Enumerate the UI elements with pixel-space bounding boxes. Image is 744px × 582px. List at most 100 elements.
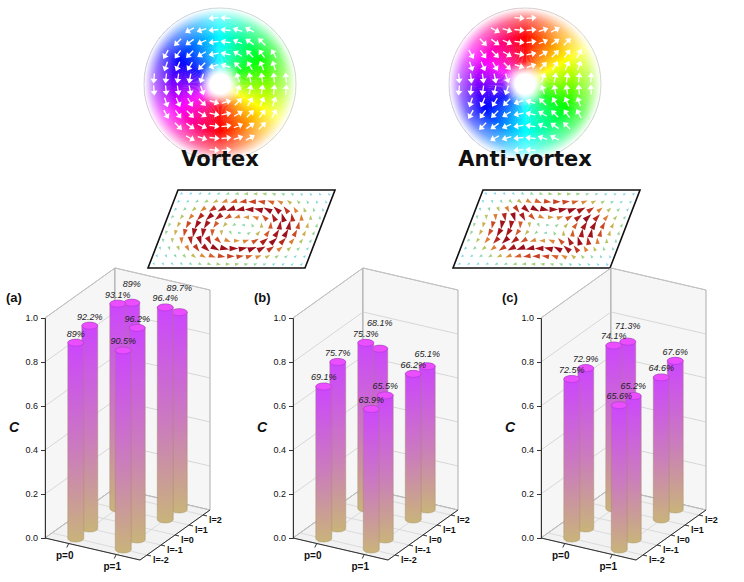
field-cone [519,212,525,221]
y-tick [203,515,207,516]
spin-arrow [175,39,181,45]
bar-body [564,376,580,542]
spin-arrow [515,100,524,104]
field-cone [165,231,168,235]
bar [330,358,346,532]
chart-panel: p=0p=1l=-2l=-1l=0l=1l=20.00.20.40.60.81.… [502,268,718,572]
spin-arrow [503,28,512,32]
field-cone [174,230,178,236]
bar [667,357,683,513]
field-cone [522,262,527,265]
field-cone [515,229,521,236]
field-cone [606,208,611,213]
vortex-disk [449,8,601,160]
field-cone [629,201,632,204]
field-cone [544,199,552,204]
y-tick [657,545,661,546]
z-axis: 0.00.20.40.60.81.0 [25,313,45,543]
field-cone [476,238,480,243]
spin-arrow [515,112,524,116]
field-cone [289,238,295,244]
field-cone [260,222,264,227]
spin-arrow [164,74,168,83]
field-cone [189,192,192,195]
spin-arrow [564,110,569,117]
bar-top [157,304,173,311]
y-tick [451,515,455,516]
x-tick-label: p=1 [103,561,121,572]
field-cone [525,230,530,235]
field-cone [272,263,276,266]
field-cone [268,222,273,229]
z-axis-domain [41,319,46,539]
spin-arrow [504,86,508,95]
field-cone [562,230,566,235]
data-label: 92.2% [77,312,103,322]
field-cone [479,208,482,211]
grid-line [541,268,706,318]
field-cone [295,221,300,229]
bar-body [419,363,435,513]
field-cone [183,207,187,211]
field-cone [535,246,544,252]
field-cone [272,214,278,223]
field-cone [316,200,319,203]
y-tick-label: l=0 [429,535,442,545]
spin-arrow [515,28,524,32]
spin-arrow [163,62,167,71]
spin-arrow [540,86,544,95]
field-cone [209,205,217,211]
field-cone [548,239,555,243]
spin-arrow [589,74,593,83]
field-cone [284,206,291,214]
field-cone [531,262,536,265]
field-cone [470,254,473,257]
spin-arrow [152,74,156,83]
bar-body [578,365,594,532]
field-cone [299,239,303,244]
field-cone [229,230,232,234]
z-tick-mark [289,318,293,319]
field-cone [174,207,177,210]
z-tick-label: 0.4 [521,445,534,455]
field-cone [216,192,220,195]
field-cone [234,239,240,243]
field-cone [521,205,529,213]
z-axis: 0.00.20.40.60.81.0 [273,313,293,543]
bar [316,383,332,542]
x-tick [114,555,116,559]
field-cone [623,216,626,220]
field-cone [221,199,228,203]
field-cone [484,237,490,243]
spin-arrow [235,74,239,83]
field-cone [155,254,157,257]
data-label: 74.1% [601,331,627,341]
spin-arrow [493,62,498,70]
field-cone [539,192,543,195]
spin-arrow [480,50,485,57]
field-cone [485,262,489,265]
bar [611,402,627,553]
z-tick: 0.0 [521,533,541,543]
z-tick: 1.0 [25,313,45,323]
spin-arrow [234,51,242,56]
y-tick [643,555,647,556]
field-cone [197,213,205,221]
y-tick [147,555,151,556]
field-cone [291,263,294,266]
z-tick: 1.0 [273,313,293,323]
z-axis: 0.00.20.40.60.81.0 [521,313,541,543]
field-cone [604,193,608,196]
spin-arrow [260,98,264,106]
z-tick: 0.0 [25,533,45,543]
field-cone [255,255,262,259]
spin-arrow [577,50,582,58]
panel-title: (c) [502,290,518,305]
field-cone [626,208,629,211]
field-cone [204,199,209,203]
data-label: 65.6% [606,391,632,401]
field-cone [523,253,531,258]
z-tick-mark [289,538,293,539]
field-cone [253,192,258,195]
field-cone [485,215,488,220]
